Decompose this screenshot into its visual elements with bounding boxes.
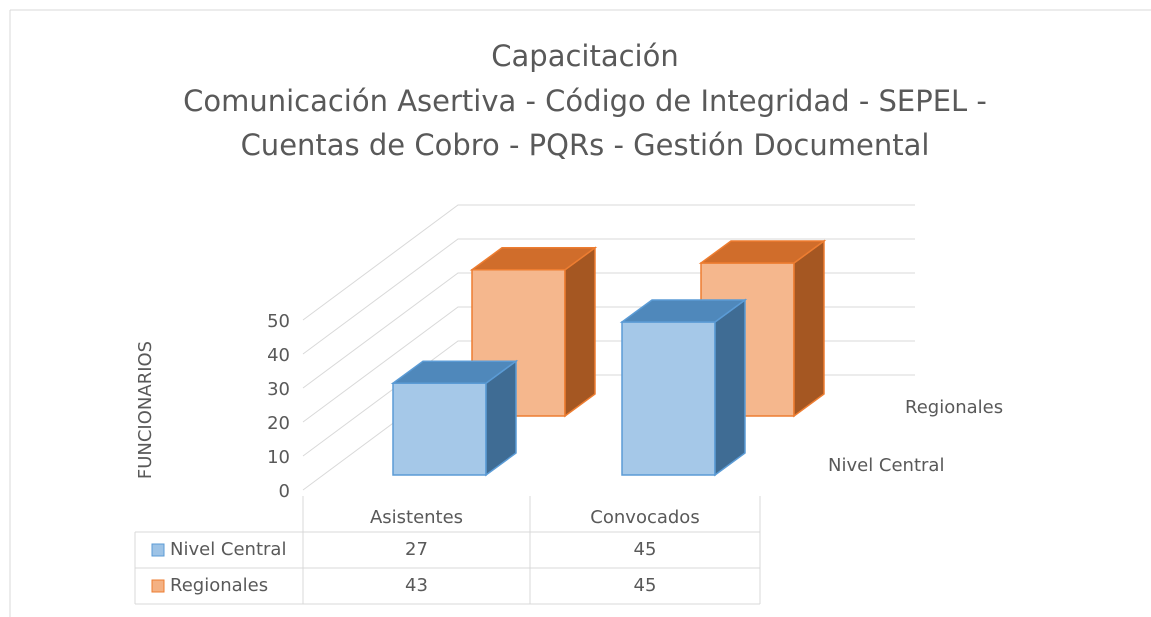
bar-top [701, 241, 824, 263]
bar-top-shade [698, 240, 827, 264]
depth-label: Regionales [905, 397, 1003, 418]
bar-front [393, 383, 486, 475]
bar-side [486, 361, 516, 475]
bar-top [622, 300, 745, 322]
bar-top [472, 247, 595, 270]
bar [619, 298, 748, 477]
grid-line [302, 204, 915, 321]
depth-label: Nivel Central [828, 455, 944, 476]
bar-side-shade [793, 239, 825, 418]
x-tick-label: Convocados [590, 507, 699, 528]
bar-side [794, 241, 824, 416]
y-tick-label: 10 [267, 447, 290, 468]
bar [390, 359, 519, 477]
table-value: 45 [634, 575, 657, 596]
y-tick-label: 30 [267, 379, 290, 400]
legend-label: Nivel Central [170, 539, 286, 560]
bar-side-shade [564, 246, 596, 418]
bar-top-shade [469, 247, 598, 271]
bar-top-shade [619, 299, 748, 323]
y-tick-label: 20 [267, 413, 290, 434]
bar-top [393, 361, 516, 384]
y-tick-label: 40 [267, 345, 290, 366]
bar-front [622, 322, 715, 475]
table-value: 27 [405, 539, 428, 560]
chart-subtitle: Cuentas de Cobro - PQRs - Gestión Docume… [241, 128, 930, 162]
bar-front-shade [621, 321, 716, 476]
bar-side [715, 300, 745, 475]
table-value: 43 [405, 575, 428, 596]
bar-front-shade [392, 382, 487, 476]
legend-swatch [151, 579, 165, 593]
y-tick-label: 50 [267, 311, 290, 332]
y-axis-label: FUNCIONARIOS [135, 341, 156, 479]
legend-label: Regionales [170, 575, 268, 596]
x-tick-label: Asistentes [370, 507, 463, 528]
legend-swatch [151, 543, 165, 557]
bar-side-shade [714, 298, 746, 477]
grid-line [302, 238, 915, 355]
chart-title: Capacitación [491, 39, 678, 73]
chart-subtitle: Comunicación Asertiva - Código de Integr… [183, 84, 987, 118]
table-value: 45 [634, 539, 657, 560]
bar [469, 246, 598, 418]
bar-side [565, 247, 595, 416]
bar-top-shade [390, 360, 519, 384]
y-tick-label: 0 [279, 481, 290, 502]
